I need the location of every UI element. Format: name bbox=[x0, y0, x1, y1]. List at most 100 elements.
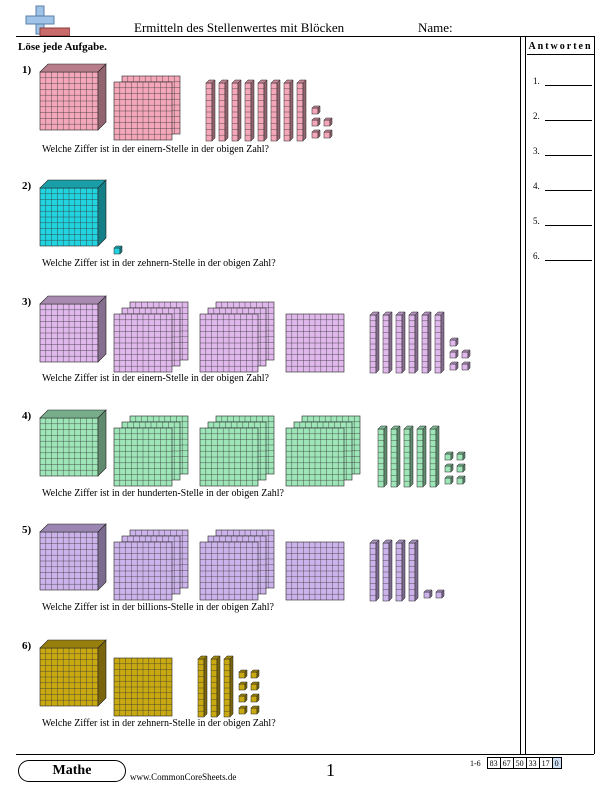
score-cell: 83 bbox=[486, 757, 501, 769]
problem-number: 6) bbox=[22, 640, 32, 652]
problem-question: Welche Ziffer ist in der einern-Stelle i… bbox=[42, 144, 269, 155]
answers-heading: Antworten bbox=[528, 41, 593, 52]
thousand-cube bbox=[39, 63, 107, 131]
problem-number: 5) bbox=[22, 524, 32, 536]
hundred-flat bbox=[285, 427, 345, 487]
one-unit bbox=[461, 349, 471, 359]
ten-rod bbox=[382, 311, 393, 374]
hundred-flat bbox=[285, 313, 345, 373]
ten-rod bbox=[429, 425, 440, 488]
hundred-flat bbox=[113, 427, 173, 487]
hundred-flat bbox=[113, 657, 173, 717]
page-title: Ermitteln des Stellenwertes mit Blöcken bbox=[134, 20, 345, 35]
problem-number: 3) bbox=[22, 296, 32, 308]
answer-slot-2[interactable]: 2. bbox=[533, 111, 593, 121]
answer-slot-5[interactable]: 5. bbox=[533, 216, 593, 226]
problem-number: 1) bbox=[22, 64, 32, 76]
one-unit bbox=[238, 693, 248, 703]
one-unit bbox=[250, 669, 260, 679]
one-unit bbox=[250, 693, 260, 703]
score-cell: 33 bbox=[525, 757, 540, 769]
problem-question: Welche Ziffer ist in der zehnern-Stelle … bbox=[42, 718, 276, 729]
page-number: 1 bbox=[326, 760, 335, 780]
ten-rod bbox=[434, 311, 445, 374]
answer-number: 6. bbox=[533, 251, 540, 261]
hundred-flat bbox=[199, 541, 259, 601]
base-ten-blocks bbox=[39, 63, 333, 142]
ten-rod bbox=[421, 311, 432, 374]
base-ten-blocks bbox=[39, 409, 466, 488]
one-unit bbox=[323, 117, 333, 127]
site-url: www.CommonCoreSheets.de bbox=[130, 772, 237, 782]
one-unit bbox=[435, 589, 445, 599]
thousand-cube bbox=[39, 179, 107, 247]
one-unit bbox=[311, 117, 321, 127]
instructions: Löse jede Aufgabe. bbox=[18, 41, 107, 53]
answer-column-divider bbox=[525, 36, 526, 754]
hundred-flat bbox=[113, 81, 173, 141]
problem-question: Welche Ziffer ist in der zehnern-Stelle … bbox=[42, 258, 276, 269]
ten-rod bbox=[395, 539, 406, 602]
ten-rod bbox=[197, 655, 208, 718]
answer-slot-1[interactable]: 1. bbox=[533, 76, 593, 86]
problem-question: Welche Ziffer ist in der einern-Stelle i… bbox=[42, 373, 269, 384]
ten-rod bbox=[244, 79, 255, 142]
hundred-flat bbox=[113, 313, 173, 373]
one-unit bbox=[449, 337, 459, 347]
answer-slot-4[interactable]: 4. bbox=[533, 181, 593, 191]
ten-rod bbox=[210, 655, 221, 718]
one-unit bbox=[250, 681, 260, 691]
thousand-cube bbox=[39, 295, 107, 363]
ten-rod bbox=[218, 79, 229, 142]
ten-rod bbox=[205, 79, 216, 142]
ten-rod bbox=[369, 311, 380, 374]
ten-rod bbox=[257, 79, 268, 142]
ten-rod bbox=[416, 425, 427, 488]
one-unit bbox=[311, 105, 321, 115]
one-unit bbox=[113, 245, 123, 255]
ten-rod bbox=[382, 539, 393, 602]
answer-slot-6[interactable]: 6. bbox=[533, 251, 593, 261]
answer-number: 4. bbox=[533, 181, 540, 191]
brand-badge: Mathe bbox=[18, 760, 126, 782]
score-cell: 67 bbox=[499, 757, 514, 769]
one-unit bbox=[238, 705, 248, 715]
thousand-cube bbox=[39, 523, 107, 591]
problem-question: Welche Ziffer ist in der hunderten-Stell… bbox=[42, 488, 284, 499]
one-unit bbox=[311, 129, 321, 139]
hundred-flat bbox=[199, 313, 259, 373]
problem-question: Welche Ziffer ist in der billions-Stelle… bbox=[42, 602, 274, 613]
thousand-cube bbox=[39, 639, 107, 707]
footer-rule bbox=[16, 754, 594, 755]
answer-number: 2. bbox=[533, 111, 540, 121]
answer-column-divider bbox=[520, 36, 521, 754]
answer-column-border bbox=[594, 36, 595, 754]
one-unit bbox=[449, 349, 459, 359]
one-unit bbox=[444, 451, 454, 461]
hundred-flat bbox=[199, 427, 259, 487]
ten-rod bbox=[408, 311, 419, 374]
ten-rod bbox=[377, 425, 388, 488]
base-ten-blocks bbox=[39, 295, 471, 374]
one-unit bbox=[444, 475, 454, 485]
base-ten-blocks bbox=[39, 179, 123, 255]
ten-rod bbox=[296, 79, 307, 142]
one-unit bbox=[444, 463, 454, 473]
answer-number: 3. bbox=[533, 146, 540, 156]
ten-rod bbox=[231, 79, 242, 142]
score-cell: 17 bbox=[538, 757, 553, 769]
one-unit bbox=[456, 451, 466, 461]
score-table: 1-6 83 67 50 33 17 0 bbox=[468, 757, 562, 769]
hundred-flat bbox=[113, 541, 173, 601]
answer-slot-3[interactable]: 3. bbox=[533, 146, 593, 156]
score-cell: 50 bbox=[512, 757, 527, 769]
one-unit bbox=[250, 705, 260, 715]
one-unit bbox=[323, 129, 333, 139]
ten-rod bbox=[395, 311, 406, 374]
base-ten-blocks bbox=[39, 523, 445, 602]
ten-rod bbox=[403, 425, 414, 488]
one-unit bbox=[456, 463, 466, 473]
ten-rod bbox=[270, 79, 281, 142]
name-label: Name: bbox=[418, 20, 453, 35]
one-unit bbox=[238, 669, 248, 679]
